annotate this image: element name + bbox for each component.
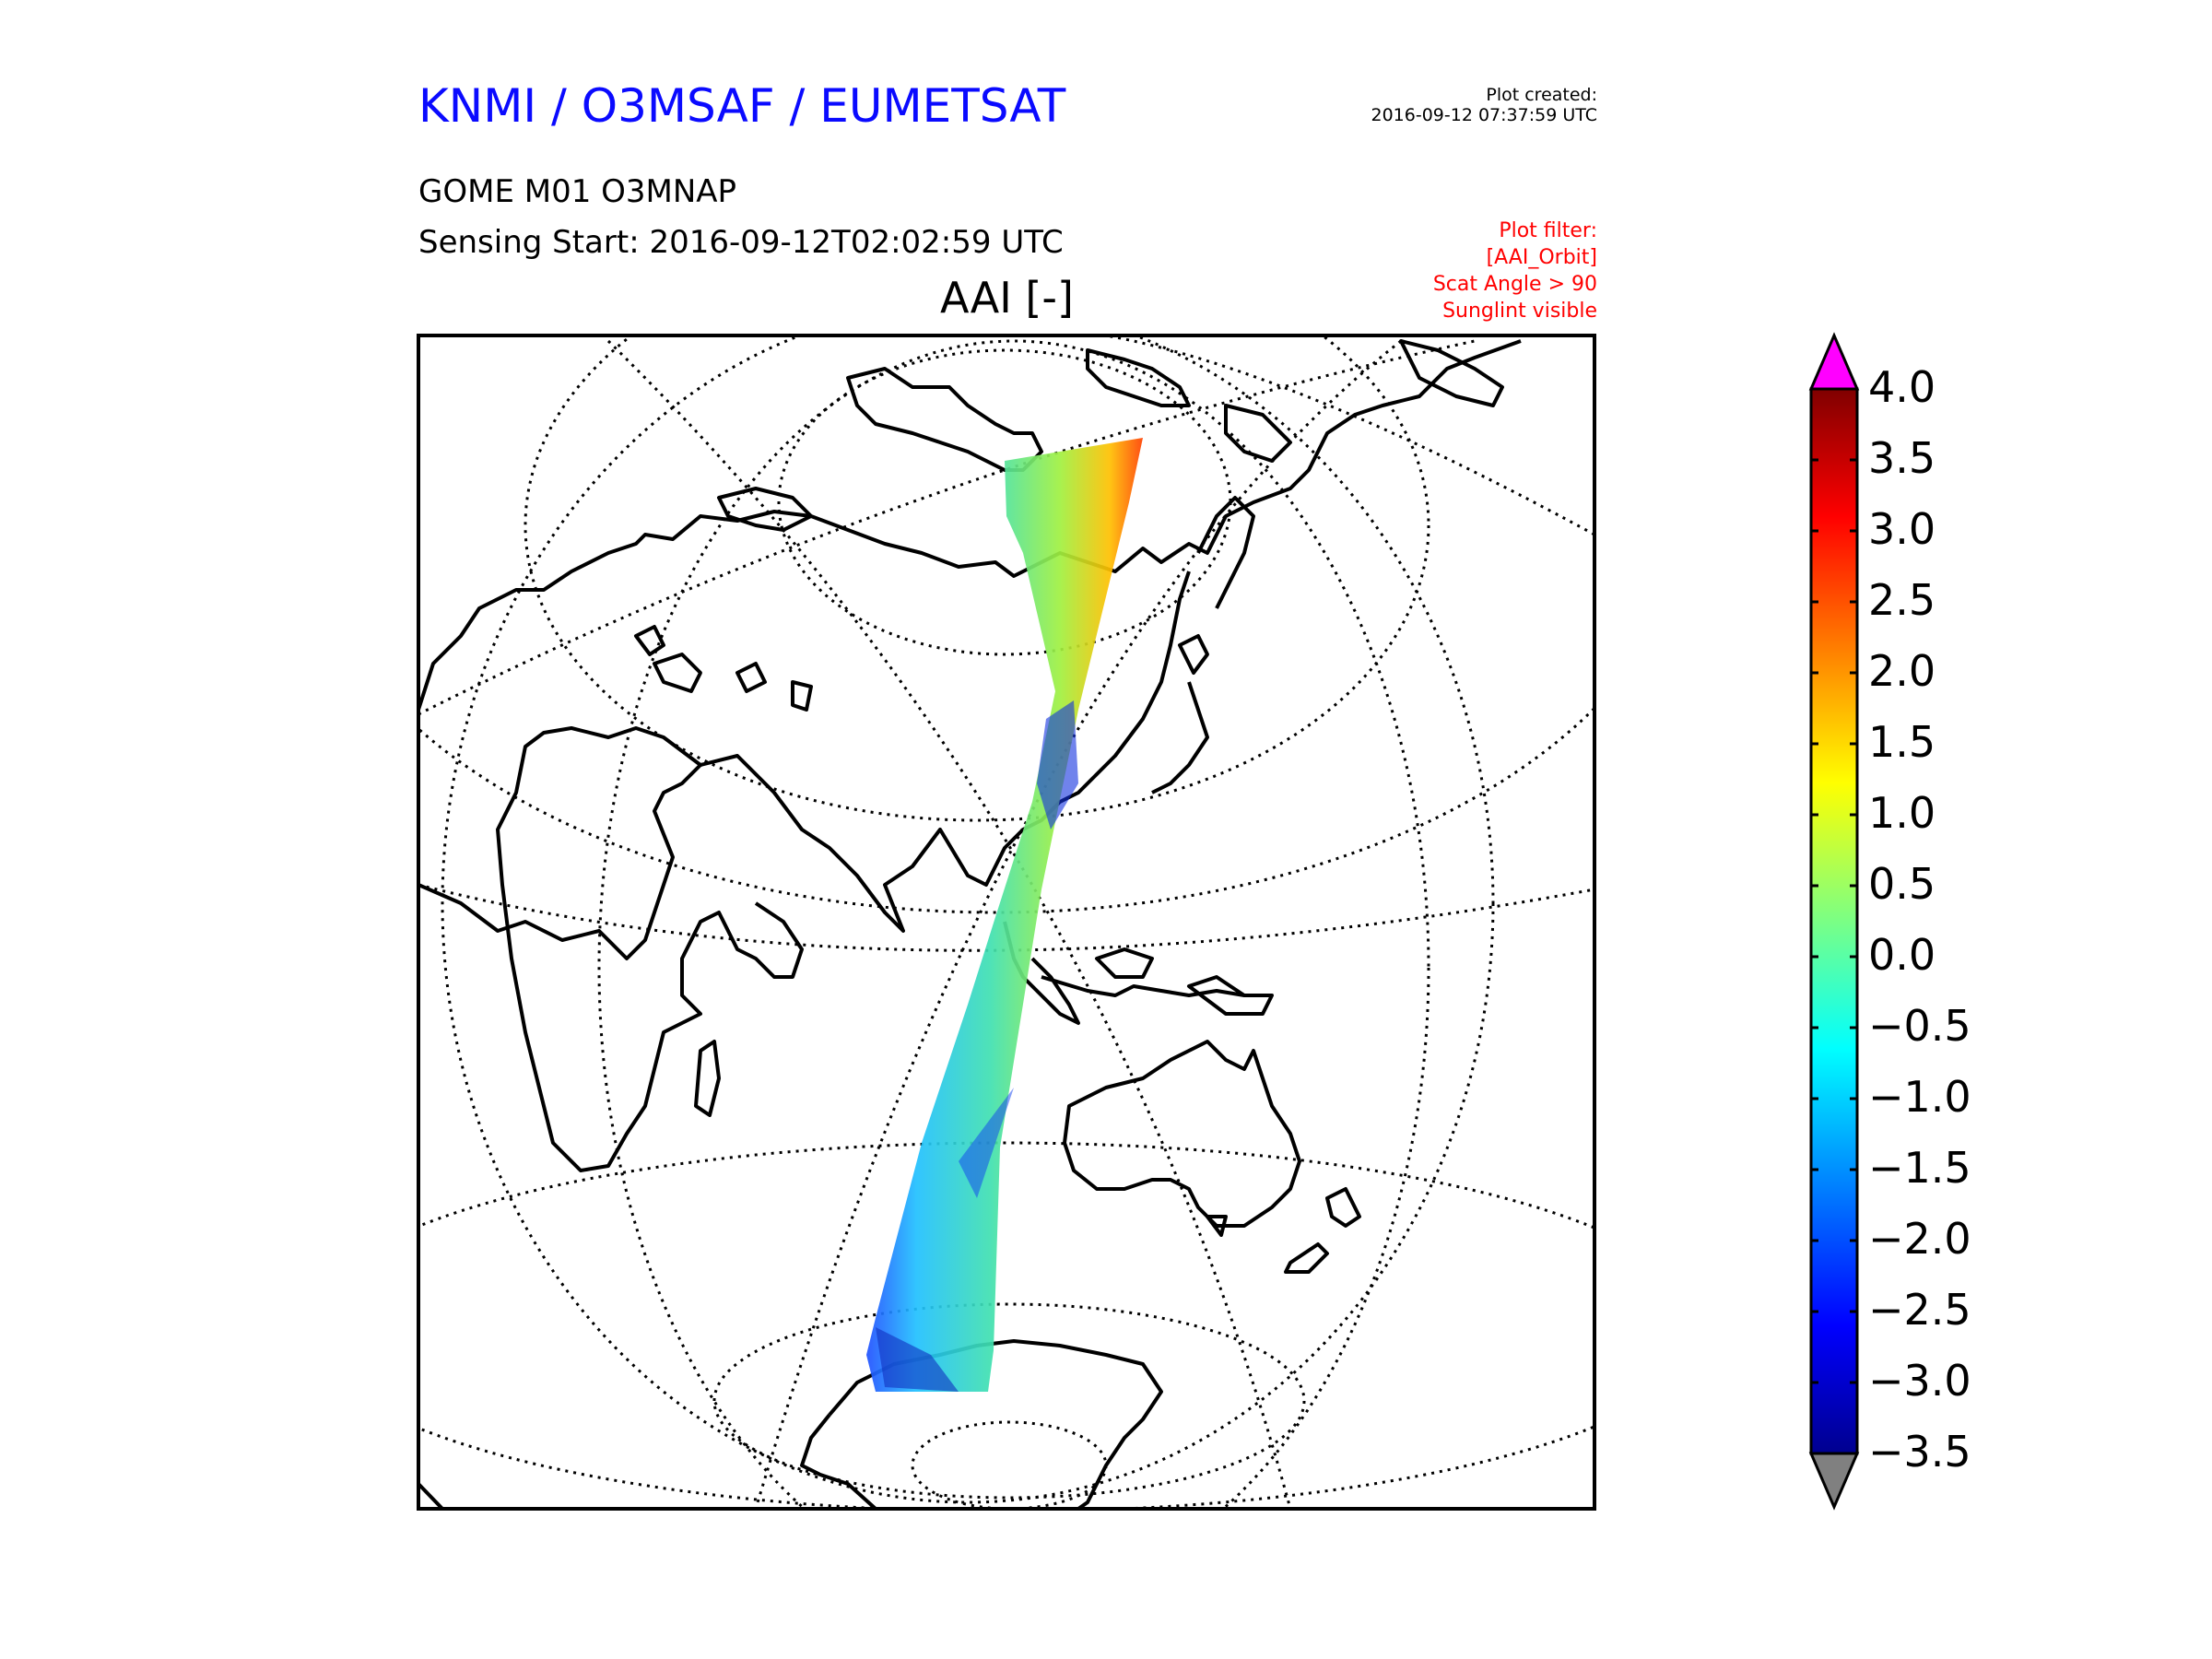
colorbar-tick-label: 3.5 (1868, 433, 1936, 483)
colorbar-tick-label: −2.0 (1868, 1214, 1971, 1264)
plot-created-label: Plot created: (1486, 85, 1597, 105)
colorbar-tick-label: 1.5 (1868, 717, 1936, 767)
colorbar-tick-label: −0.5 (1868, 1001, 1971, 1051)
satellite-swath (866, 438, 1143, 1392)
colorbar-tick-label: −3.5 (1868, 1427, 1971, 1477)
colorbar-extend-max (1808, 332, 1860, 391)
plot-filter-line: [AAI_Orbit] (1486, 246, 1597, 269)
colorbar-tick-label: −1.5 (1868, 1143, 1971, 1193)
colorbar (1808, 332, 1860, 1511)
plot-filter-block: Plot filter: [AAI_Orbit] Scat Angle > 90… (1433, 218, 1597, 324)
sensing-start: Sensing Start: 2016-09-12T02:02:59 UTC (418, 224, 1064, 261)
colorbar-tick-label: 3.0 (1868, 504, 1936, 554)
colorbar-tick-label: −1.0 (1868, 1072, 1971, 1122)
graticule (418, 335, 1594, 1509)
colorbar-tick-label: 0.5 (1868, 859, 1936, 909)
colorbar-tick-label: 0.0 (1868, 930, 1936, 980)
colorbar-extend-min (1808, 1452, 1860, 1511)
colorbar-gradient (1809, 387, 1859, 1455)
header-title: KNMI / O3MSAF / EUMETSAT (418, 79, 1066, 133)
colorbar-tick-label: 1.0 (1868, 788, 1936, 838)
colorbar-tick-label: −2.5 (1868, 1285, 1971, 1335)
colorbar-tick-label: 2.5 (1868, 575, 1936, 625)
plot-created-time: 2016-09-12 07:37:59 UTC (1371, 105, 1598, 125)
colorbar-tick-label: 2.0 (1868, 646, 1936, 696)
plot-filter-line: Scat Angle > 90 (1432, 273, 1597, 296)
colorbar-tick-label: −3.0 (1868, 1356, 1971, 1406)
colorbar-tick-label: 4.0 (1868, 362, 1936, 412)
plot-filter-line: Sunglint visible (1442, 300, 1597, 323)
map-frame (417, 334, 1596, 1511)
map-title: AAI [-] (940, 273, 1074, 323)
plot-filter-line: Plot filter: (1499, 219, 1597, 242)
product-name: GOME M01 O3MNAP (418, 173, 737, 210)
